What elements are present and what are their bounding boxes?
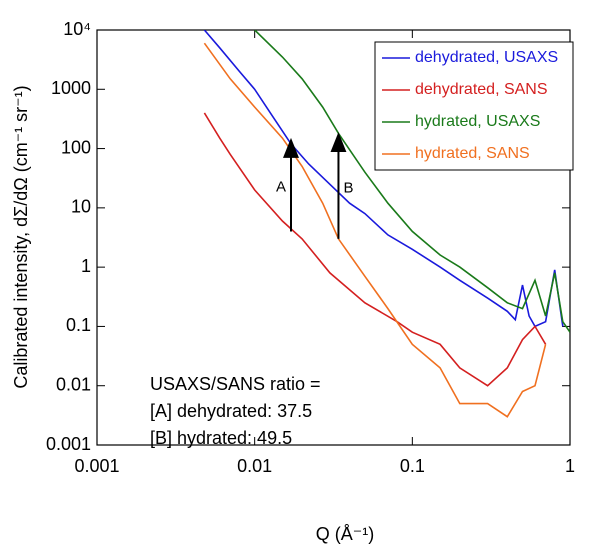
- annotation: [B] hydrated: 49.5: [150, 428, 292, 448]
- annotation: USAXS/SANS ratio =: [150, 374, 321, 394]
- series-line: [203, 30, 564, 328]
- y-axis-label: Calibrated intensity, dΣ/dΩ (cm⁻¹ sr⁻¹): [11, 85, 31, 388]
- y-tick-label: 1000: [51, 78, 91, 98]
- annotation: [A] dehydrated: 37.5: [150, 401, 312, 421]
- arrow-label: B: [343, 179, 353, 196]
- legend-label: dehydrated, SANS: [415, 81, 548, 98]
- y-tick-label: 1: [81, 256, 91, 276]
- x-tick-label: 0.001: [74, 456, 119, 476]
- x-axis-label: Q (Å⁻¹): [316, 524, 375, 544]
- legend-label: hydrated, SANS: [415, 145, 530, 162]
- series-line: [254, 30, 570, 333]
- y-tick-label: 0.001: [46, 434, 91, 454]
- series-line: [203, 42, 547, 418]
- y-tick-label: 10: [71, 197, 91, 217]
- legend-label: dehydrated, USAXS: [415, 49, 558, 66]
- x-tick-label: 0.01: [237, 456, 272, 476]
- plot-area: [203, 30, 570, 418]
- x-tick-label: 0.1: [400, 456, 425, 476]
- legend-label: hydrated, USAXS: [415, 113, 540, 130]
- plot-frame: [96, 29, 571, 446]
- x-tick-label: 1: [565, 456, 575, 476]
- y-tick-label: 0.1: [66, 315, 91, 335]
- legend: dehydrated, USAXS dehydrated, SANS hydrate…: [374, 41, 574, 171]
- y-tick-label: 10⁴: [63, 19, 91, 39]
- y-tick-label: 0.01: [56, 374, 91, 394]
- y-tick-label: 100: [61, 137, 91, 157]
- legend-box: [374, 41, 574, 171]
- arrow-label: A: [276, 179, 286, 196]
